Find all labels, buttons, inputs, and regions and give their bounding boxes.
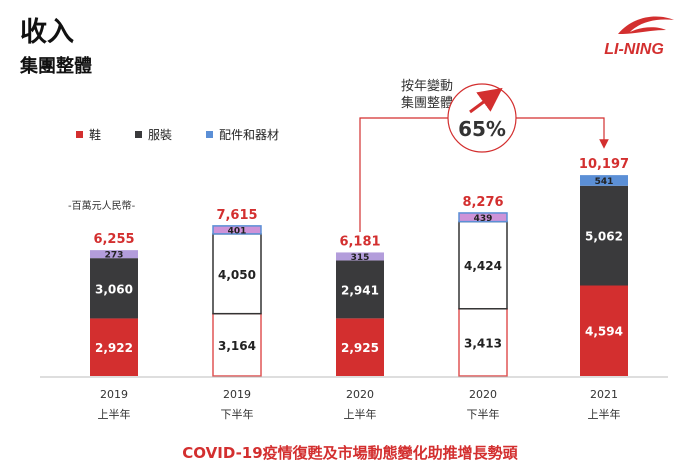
bar-footwear-3 — [458, 308, 508, 377]
x-tick-half-3: 下半年 — [467, 407, 500, 421]
x-tick-half-0: 上半年 — [98, 407, 131, 421]
bar-label-apparel-0: 3,060 — [95, 282, 133, 296]
legend-swatch-footwear — [76, 131, 83, 138]
bar-apparel-4 — [580, 185, 628, 286]
bar-apparel-0 — [90, 258, 138, 319]
x-tick-half-2: 上半年 — [344, 407, 377, 421]
legend-item-apparel: 服裝 — [135, 126, 172, 143]
growth-label-line2: 集團整體 — [400, 96, 453, 111]
total-label-3: 8,276 — [462, 195, 503, 210]
x-tick-year-2: 2020 — [346, 388, 374, 401]
x-tick-half-4: 上半年 — [588, 407, 621, 421]
x-tick-year-1: 2019 — [223, 388, 251, 401]
bar-label-footwear-4: 4,594 — [585, 325, 623, 339]
total-label-0: 6,255 — [93, 232, 134, 247]
page-subtitle: 集團整體 — [20, 56, 92, 77]
logo-text: LI-NING — [604, 41, 664, 58]
legend-swatch-apparel — [135, 131, 143, 138]
legend-item-footwear: 鞋 — [76, 126, 101, 143]
x-tick-year-0: 2019 — [100, 388, 128, 401]
growth-arrow-icon — [469, 87, 503, 114]
total-label-4: 10,197 — [579, 157, 629, 172]
bar-label-accessories-3: 439 — [474, 214, 493, 224]
page-title: 收入 — [20, 17, 74, 48]
bar-label-accessories-0: 273 — [105, 251, 124, 261]
bar-accessories-2 — [336, 252, 384, 261]
bar-label-apparel-2: 2,941 — [341, 283, 379, 297]
bar-label-footwear-2: 2,925 — [341, 341, 379, 355]
legend-label-apparel: 服裝 — [148, 128, 173, 142]
unit-note: -百萬元人民幣- — [68, 201, 136, 212]
bar-label-accessories-1: 401 — [228, 226, 247, 236]
bar-label-apparel-4: 5,062 — [585, 230, 623, 244]
growth-callout: 65% — [359, 83, 609, 232]
li-ning-logo: LI-NING — [604, 16, 674, 58]
bar-footwear-0 — [90, 318, 138, 376]
bar-accessories-3 — [458, 212, 508, 223]
bar-label-footwear-1: 3,164 — [218, 339, 256, 353]
growth-value: 65% — [458, 117, 506, 141]
bar-label-footwear-3: 3,413 — [464, 336, 502, 350]
growth-label-line1: 按年變動 — [400, 79, 453, 94]
growth-label: 按年變動 集團整體 — [372, 78, 482, 112]
legend-label-footwear: 鞋 — [89, 128, 102, 142]
x-tick-year-4: 2021 — [590, 388, 618, 401]
bar-label-apparel-1: 4,050 — [218, 268, 256, 282]
bar-apparel-2 — [336, 260, 384, 319]
x-tick-half-1: 下半年 — [221, 407, 254, 421]
bar-accessories-0 — [90, 250, 138, 259]
total-label-2: 6,181 — [339, 234, 380, 249]
x-tick-year-3: 2020 — [469, 388, 497, 401]
bar-footwear-2 — [336, 318, 384, 376]
bar-label-accessories-2: 315 — [351, 253, 370, 263]
bar-label-footwear-0: 2,922 — [95, 341, 133, 355]
legend-label-accessories: 配件和器材 — [219, 128, 280, 142]
bar-accessories-1 — [212, 225, 262, 235]
bar-footwear-1 — [212, 312, 262, 377]
bar-accessories-4 — [580, 175, 628, 186]
footer-note: COVID-19疫情復甦及市場動態變化助推增長勢頭 — [182, 444, 518, 462]
chart-legend: 鞋 服裝 配件和器材 — [76, 126, 279, 143]
bar-label-accessories-4: 541 — [595, 177, 614, 187]
total-label-1: 7,615 — [216, 208, 257, 223]
legend-item-accessories: 配件和器材 — [206, 126, 279, 143]
bar-label-apparel-3: 4,424 — [464, 259, 502, 273]
legend-swatch-accessories — [206, 131, 214, 138]
bar-group: 2,922 3,060 273 6,255 2019 上半年 3,164 4,050 401 7,… — [90, 157, 629, 421]
bar-footwear-4 — [580, 285, 628, 376]
